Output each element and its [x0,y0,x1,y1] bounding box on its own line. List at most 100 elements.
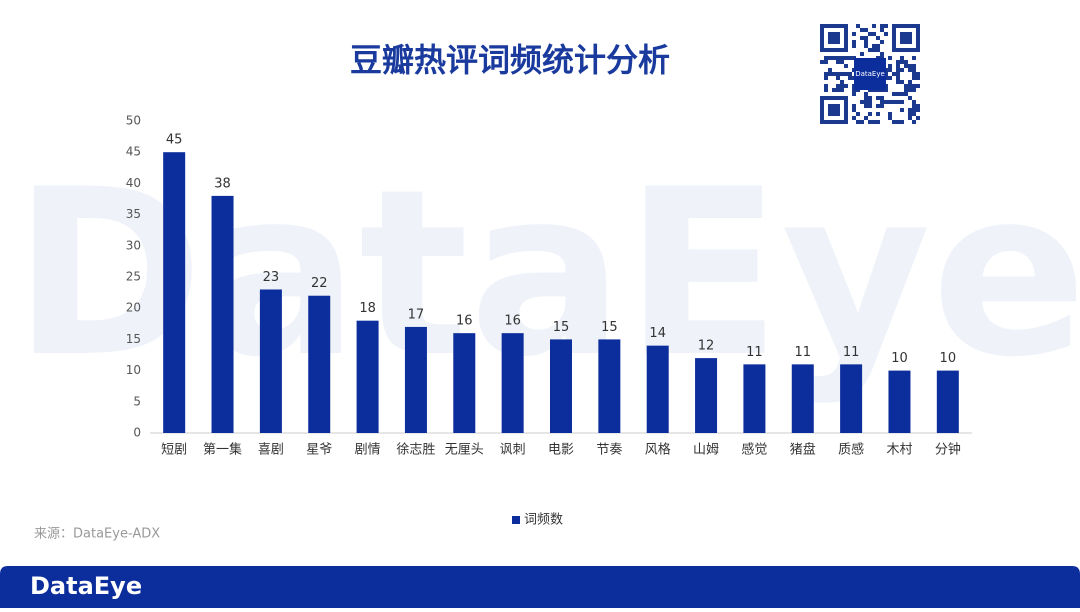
data-label: 22 [311,276,328,291]
footer-bar [0,566,1080,608]
qr-module [864,100,868,104]
y-tick-label: 15 [126,332,141,346]
qr-module [860,28,864,32]
qr-module [852,40,856,44]
footer-logo: DataEye [30,572,142,600]
qr-module [864,104,868,108]
qr-module [872,48,876,52]
qr-module [864,92,868,96]
qr-module [828,72,832,76]
qr-module [880,28,884,32]
qr-module [912,64,916,68]
qr-module [876,48,880,52]
bar [453,333,476,433]
qr-module [868,120,872,124]
qr-module [904,60,908,64]
qr-module [836,76,840,80]
qr-module [876,96,880,100]
qr-module [836,56,840,60]
qr-module [892,120,896,124]
qr-module [888,116,892,120]
qr-module [908,84,912,88]
legend-swatch [512,516,520,524]
qr-module [864,28,868,32]
qr-module [876,120,880,124]
qr-module [848,56,852,60]
qr-module [900,68,904,72]
qr-module [912,108,916,112]
qr-module [892,100,896,104]
qr-module [828,68,832,72]
qr-module [912,68,916,72]
qr-module [876,112,880,116]
x-tick-label: 木村 [886,443,912,458]
qr-module [864,36,868,40]
qr-module [836,84,840,88]
qr-module [896,72,900,76]
data-label: 23 [263,270,280,285]
y-tick-label: 0 [133,426,141,440]
qr-module [868,104,872,108]
qr-module [888,112,892,116]
qr-module [908,88,912,92]
source: 来源：DataEye-ADX [34,527,160,542]
qr-module [900,108,904,112]
y-tick-label: 45 [126,145,141,159]
data-label: 45 [166,133,183,148]
qr-module [916,76,920,80]
data-label: 17 [408,307,425,322]
qr-finder [820,24,848,52]
data-label: 11 [794,345,811,360]
y-tick-label: 30 [126,238,141,252]
qr-module [844,64,848,68]
data-label: 38 [214,176,231,191]
chart-title: 豆瓣热评词频统计分析 [350,41,670,79]
qr-logo [854,58,886,90]
qr-module [820,60,824,64]
qr-module [844,56,848,60]
qr-module [872,120,876,124]
qr-module [880,40,884,44]
x-tick-label: 节奏 [596,443,622,458]
qr-module [856,112,860,116]
qr-module [860,100,864,104]
y-tick-label: 50 [126,114,141,128]
qr-module [836,60,840,64]
qr-module [868,96,872,100]
qr-module [876,36,880,40]
bar [356,320,379,433]
qr-module [836,72,840,76]
qr-module [888,100,892,104]
data-label: 16 [504,314,521,329]
qr-module [916,108,920,112]
qr-module [908,64,912,68]
qr-module [868,112,872,116]
watermark: DataEye [13,141,1080,408]
qr-module [900,80,904,84]
qr-module [880,96,884,100]
bar [163,152,186,433]
bar [888,370,911,433]
qr-module [900,100,904,104]
qr-module [860,52,864,56]
qr-module [876,44,880,48]
bar [501,333,524,433]
bar [791,364,814,433]
qr-module [848,72,852,76]
qr-module [912,100,916,104]
data-label: 15 [601,320,618,335]
y-tick-label: 10 [126,363,141,377]
qr-module [896,80,900,84]
qr-module [912,84,916,88]
x-tick-label: 无厘头 [445,443,484,458]
x-tick-label: 短剧 [161,443,187,458]
qr-module [860,120,864,124]
qr-module [852,108,856,112]
qr-module [896,60,900,64]
data-label: 16 [456,314,473,329]
qr-module [900,60,904,64]
y-tick-label: 35 [126,207,141,221]
qr-module [840,72,844,76]
qr-module [872,24,876,28]
